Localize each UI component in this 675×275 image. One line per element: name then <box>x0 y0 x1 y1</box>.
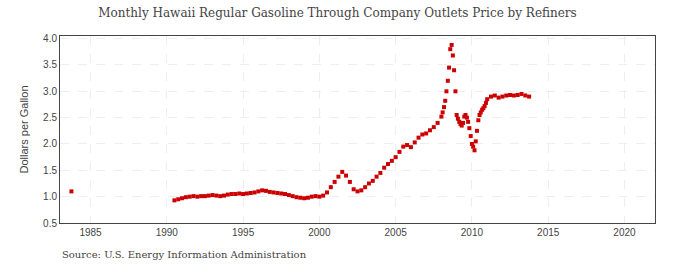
svg-text:1995: 1995 <box>232 227 255 238</box>
svg-text:Source: U.S. Energy Informatio: Source: U.S. Energy Information Administ… <box>62 249 307 260</box>
svg-text:2.0: 2.0 <box>43 138 57 149</box>
svg-text:1.0: 1.0 <box>43 191 57 202</box>
svg-text:2010: 2010 <box>461 227 484 238</box>
svg-text:1.5: 1.5 <box>43 165 57 176</box>
svg-text:Dollars per Gallon: Dollars per Gallon <box>18 85 30 173</box>
svg-text:2000: 2000 <box>308 227 331 238</box>
svg-text:Monthly Hawaii Regular Gasolin: Monthly Hawaii Regular Gasoline Through … <box>98 6 576 20</box>
svg-text:4.0: 4.0 <box>43 33 57 44</box>
svg-text:2020: 2020 <box>613 227 636 238</box>
svg-text:2015: 2015 <box>537 227 560 238</box>
svg-text:1985: 1985 <box>79 227 102 238</box>
svg-text:2005: 2005 <box>385 227 408 238</box>
svg-text:0.5: 0.5 <box>43 218 57 229</box>
svg-text:1990: 1990 <box>156 227 179 238</box>
svg-text:2.5: 2.5 <box>43 112 57 123</box>
svg-text:3.0: 3.0 <box>43 86 57 97</box>
svg-text:3.5: 3.5 <box>43 59 57 70</box>
